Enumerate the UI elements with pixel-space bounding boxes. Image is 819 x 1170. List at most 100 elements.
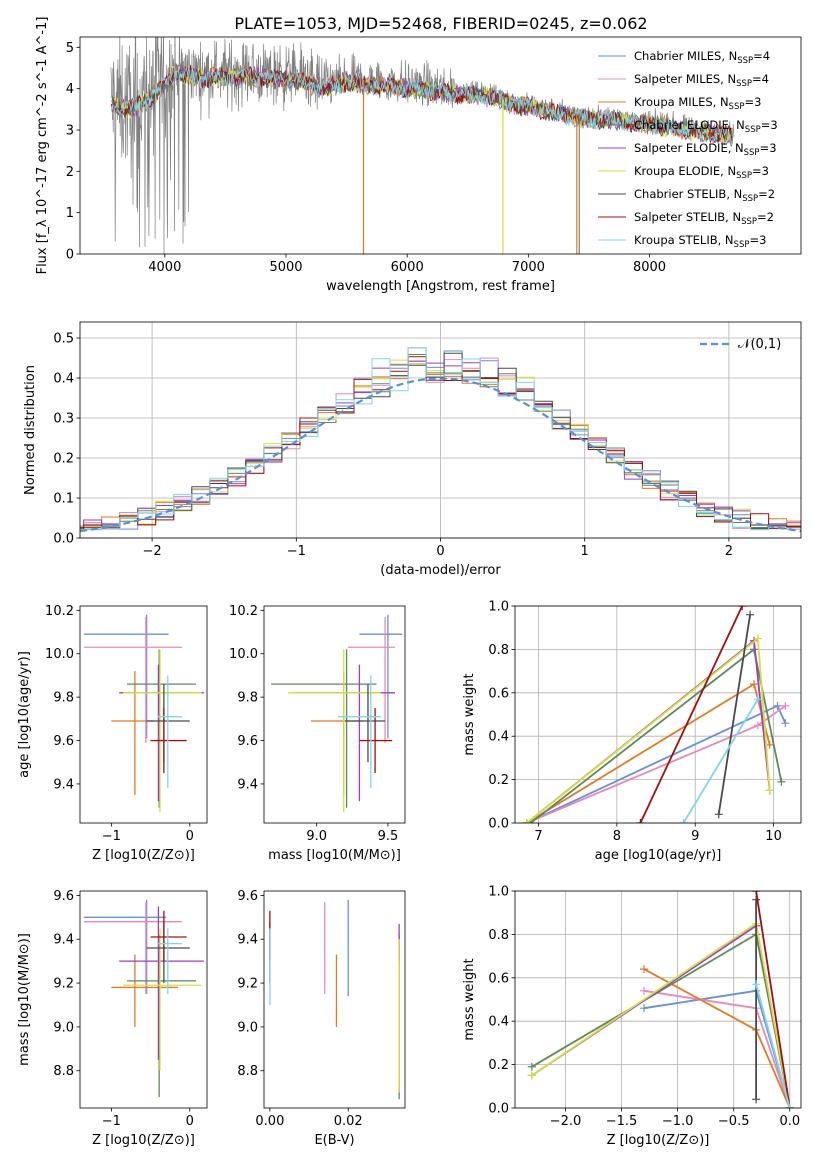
y-tick-label: 9.4 bbox=[237, 777, 258, 792]
x-tick-label: 4000 bbox=[148, 260, 181, 275]
x-axis-label: wavelength [Angstrom, rest frame] bbox=[326, 279, 555, 294]
legend-entry: Kroupa MILES, NSSP=3 bbox=[634, 95, 761, 112]
legend-entry: Salpeter MILES, NSSP=4 bbox=[634, 72, 769, 89]
legend-nssp: =3 bbox=[761, 118, 778, 132]
weight-marker bbox=[714, 810, 723, 819]
x-tick-label: 0 bbox=[436, 544, 444, 559]
mass-vs-extinction-plot: 0.00 0.02 8.8 9.0 9.2 9.4 9.6 E(B-V) bbox=[237, 889, 406, 1148]
legend-subscript: SSP bbox=[736, 171, 752, 181]
weight-marker bbox=[639, 1004, 648, 1013]
y-tick-label: 9.2 bbox=[237, 977, 258, 992]
y-tick-label: 0.3 bbox=[53, 412, 74, 427]
x-tick-label: 7 bbox=[534, 829, 542, 844]
x-axis-label: Z [log10(Z/Z⊙)] bbox=[607, 1133, 710, 1148]
y-tick-label: 9.6 bbox=[53, 734, 74, 749]
y-tick-label: 9.6 bbox=[237, 889, 258, 904]
x-axis-label: E(B-V) bbox=[314, 1133, 354, 1148]
x-tick-label: 7000 bbox=[512, 260, 545, 275]
reference-legend-label: 𝒩(0,1) bbox=[738, 337, 781, 352]
legend-subscript: SSP bbox=[737, 56, 753, 66]
y-tick-label: 9.0 bbox=[237, 1020, 258, 1035]
x-axis-label: Z [log10(Z/Z⊙)] bbox=[92, 1133, 195, 1148]
axes-frame bbox=[514, 605, 802, 824]
y-tick-label: 8.8 bbox=[237, 1064, 258, 1079]
weight-line-8 bbox=[639, 606, 744, 823]
y-tick-label: 0.0 bbox=[488, 1102, 509, 1117]
legend-entry: Chabrier ELODIE, NSSP=3 bbox=[634, 118, 778, 135]
weight-marker bbox=[749, 680, 758, 689]
y-axis-label: mass weight bbox=[462, 958, 477, 1040]
axes-frame bbox=[79, 890, 208, 1109]
y-tick-label: 0.0 bbox=[488, 817, 509, 832]
legend-nssp: =2 bbox=[758, 187, 775, 201]
weight-marker bbox=[752, 980, 761, 989]
weight-line-5 bbox=[531, 924, 791, 1108]
y-tick-label: 9.6 bbox=[53, 889, 74, 904]
legend-subscript: SSP bbox=[741, 217, 757, 227]
weight-line-9 bbox=[682, 698, 759, 823]
legend-entry: Chabrier MILES, NSSP=4 bbox=[634, 49, 770, 66]
plot-area bbox=[80, 347, 801, 533]
weight-marker bbox=[636, 819, 645, 823]
y-tick-label: 0.4 bbox=[488, 1015, 509, 1030]
model-spectrum-8 bbox=[111, 65, 733, 143]
axes-frame bbox=[263, 605, 406, 824]
x-tick-label: 9.0 bbox=[306, 829, 327, 844]
weight-line-6 bbox=[531, 921, 791, 1108]
mass-weight-vs-metallicity-plot: −2.0 −1.5 −1.0 −0.5 0.0 0.0 0.2 0.4 0.6 0.8 1.0 Z [… bbox=[462, 885, 802, 1148]
y-tick-label: 0.5 bbox=[53, 332, 74, 347]
x-axis-label: age [log10(age/yr)] bbox=[595, 848, 722, 863]
legend-nssp: =3 bbox=[760, 141, 777, 155]
axes-frame bbox=[514, 890, 802, 1109]
y-tick-label: 4 bbox=[66, 82, 74, 97]
legend-nssp: =4 bbox=[752, 72, 769, 86]
legend-subscript: SSP bbox=[734, 240, 750, 250]
x-tick-label: 0.02 bbox=[334, 1114, 363, 1129]
y-tick-label: 3 bbox=[66, 124, 74, 139]
weight-marker bbox=[527, 1062, 536, 1071]
weight-marker bbox=[781, 701, 790, 710]
y-tick-label: 9.4 bbox=[237, 933, 258, 948]
y-tick-label: 8.8 bbox=[53, 1064, 74, 1079]
y-tick-label: 9.2 bbox=[53, 977, 74, 992]
x-tick-label: −2 bbox=[143, 544, 162, 559]
legend-nssp: =3 bbox=[752, 164, 769, 178]
weight-marker bbox=[522, 819, 531, 823]
x-tick-label: 8000 bbox=[633, 260, 666, 275]
plot-area bbox=[527, 891, 794, 1108]
weight-marker bbox=[773, 701, 782, 710]
x-tick-label: 9.5 bbox=[378, 829, 399, 844]
spectrum-plot: 4000 5000 6000 7000 8000 0 1 2 3 4 5 wavelength [An… bbox=[35, 17, 802, 294]
weight-line-3 bbox=[526, 682, 771, 823]
legend-entry: Kroupa STELIB, NSSP=3 bbox=[634, 233, 766, 250]
weight-line-7 bbox=[717, 614, 751, 815]
legend-nssp: =3 bbox=[744, 95, 761, 109]
legend-nssp: =4 bbox=[753, 49, 770, 63]
y-tick-label: 0.1 bbox=[53, 492, 74, 507]
x-axis-label: (data-model)/error bbox=[380, 563, 501, 578]
x-tick-label: 2 bbox=[725, 544, 733, 559]
y-tick-label: 0.4 bbox=[53, 372, 74, 387]
x-tick-label: 8 bbox=[613, 829, 621, 844]
axes-frame bbox=[79, 605, 208, 824]
plot-area bbox=[271, 614, 403, 813]
legend-nssp: =2 bbox=[757, 210, 774, 224]
legend-entry: Chabrier STELIB, NSSP=2 bbox=[634, 187, 775, 204]
y-tick-label: 0.8 bbox=[488, 643, 509, 658]
legend-entry: Salpeter ELODIE, NSSP=3 bbox=[634, 141, 777, 158]
weight-marker bbox=[753, 695, 762, 704]
y-axis-label: age [log10(age/yr)] bbox=[17, 651, 32, 778]
weight-marker bbox=[639, 965, 648, 974]
y-tick-label: 0.2 bbox=[53, 452, 74, 467]
residuals-histogram: −2 −1 0 1 2 0.0 0.1 0.2 0.3 0.4 0.5 (data-model)/er… bbox=[23, 321, 802, 578]
mass-weight-vs-age-plot: 7 8 9 10 0.0 0.2 0.4 0.6 0.8 1.0 age [log10(age/yr… bbox=[462, 600, 802, 863]
y-tick-label: 10.2 bbox=[45, 604, 74, 619]
normal-reference-curve bbox=[80, 377, 801, 533]
x-tick-label: −1 bbox=[287, 544, 306, 559]
weight-marker bbox=[785, 1104, 794, 1108]
y-tick-label: 9.4 bbox=[53, 933, 74, 948]
plot-area bbox=[83, 614, 204, 813]
y-axis-label: Flux [f_λ 10^-17 erg cm^-2 s^-1 A^-1] bbox=[35, 17, 50, 275]
age-vs-mass-plot: 9.0 9.5 9.4 9.6 9.8 10.0 10.2 mass [log10(M/M⊙)… bbox=[229, 604, 406, 863]
